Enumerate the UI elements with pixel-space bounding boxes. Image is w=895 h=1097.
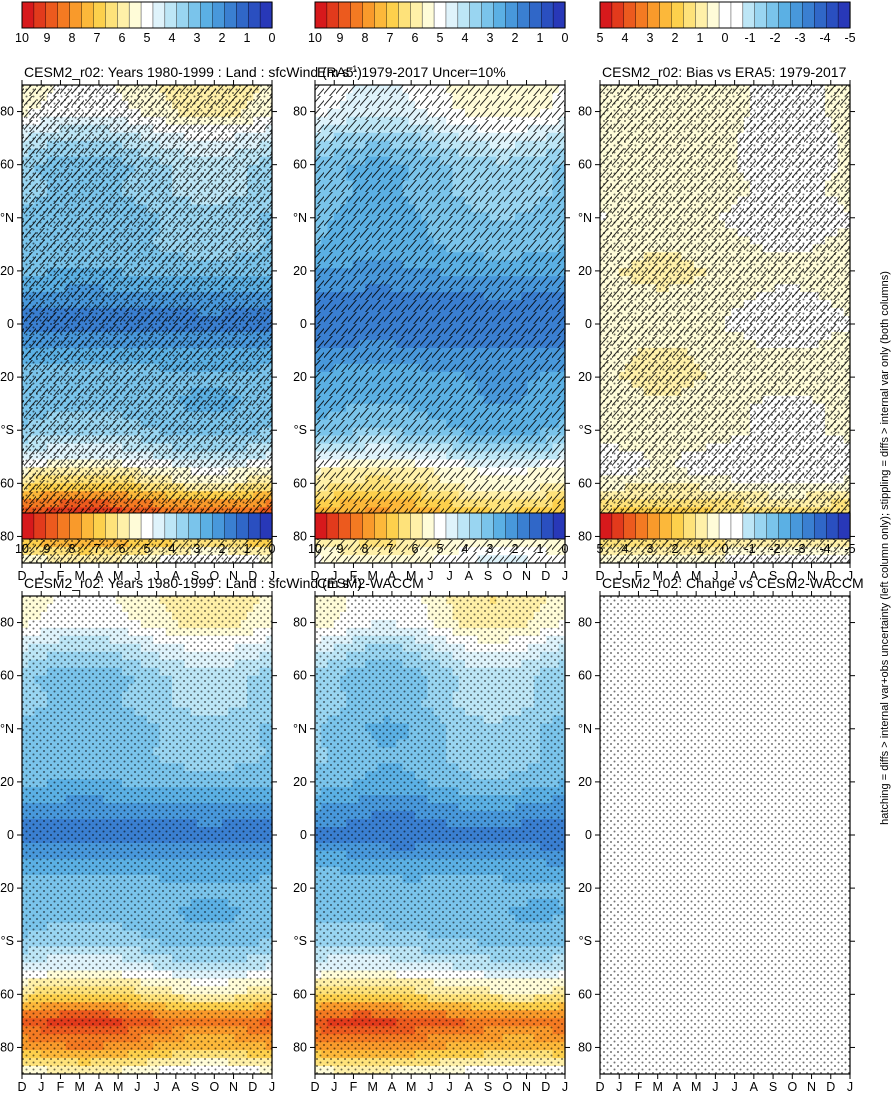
month-label: J [38, 569, 44, 583]
stippling [22, 85, 272, 563]
month-label: M [113, 1080, 123, 1094]
month-label: S [191, 569, 199, 583]
lat-label: °S [1, 423, 14, 437]
month-label: A [95, 1080, 104, 1094]
lat-label: 80 [0, 1040, 14, 1054]
lat-label: 80 [0, 616, 14, 630]
panel-model-right: D J F M A M J J A S O N D J8060°N20020°S6080CESM2_r02… [0, 575, 362, 1094]
lat-label: 60 [0, 987, 14, 1001]
lat-label: 0 [7, 828, 14, 842]
panel-title-sup: -1 [349, 575, 357, 585]
lat-label: 20 [0, 775, 14, 789]
month-label: J [153, 569, 159, 583]
month-label: N [229, 1080, 238, 1094]
lat-label: °N [0, 722, 14, 736]
lat-label: 60 [0, 476, 14, 490]
stippling [22, 596, 272, 1074]
month-label: F [57, 569, 65, 583]
month-label: J [269, 1080, 275, 1094]
month-label: D [17, 1080, 26, 1094]
lat-label: 0 [7, 317, 14, 331]
month-label: M [113, 569, 123, 583]
month-label: O [209, 1080, 219, 1094]
lat-label: 80 [0, 105, 14, 119]
month-label: A [172, 569, 181, 583]
lat-label: 80 [0, 529, 14, 543]
month-label: F [57, 1080, 65, 1094]
lat-label: 60 [0, 158, 14, 172]
lat-label: 20 [0, 370, 14, 384]
month-label: D [248, 1080, 257, 1094]
month-label: M [74, 1080, 84, 1094]
month-label: J [153, 1080, 159, 1094]
month-label: S [191, 1080, 199, 1094]
lat-label: 20 [0, 881, 14, 895]
panel-title-sup: -1 [349, 64, 357, 74]
month-label: A [172, 1080, 181, 1094]
panel-title-end: ) [357, 575, 362, 591]
month-label: D [17, 569, 26, 583]
month-label: N [229, 569, 238, 583]
month-label: J [134, 1080, 140, 1094]
lat-label: °S [1, 934, 14, 948]
panel-model-left: D J F M A M J J A S O N D J8060°N20020°S6080CESM2_r02… [0, 64, 362, 583]
month-label: J [269, 569, 275, 583]
month-label: J [134, 569, 140, 583]
panel-title-end: ) [357, 64, 362, 80]
panel-title: CESM2_r02: Years 1980-1999 : Land : sfcW… [24, 64, 362, 80]
lat-label: 20 [0, 264, 14, 278]
month-label: O [209, 569, 219, 583]
panel-title: CESM2_r02: Years 1980-1999 : Land : sfcW… [24, 575, 362, 591]
lat-label: °N [0, 211, 14, 225]
month-label: A [95, 569, 104, 583]
month-label: D [248, 569, 257, 583]
month-label: M [74, 569, 84, 583]
lat-label: 60 [0, 669, 14, 683]
month-label: J [38, 1080, 44, 1094]
